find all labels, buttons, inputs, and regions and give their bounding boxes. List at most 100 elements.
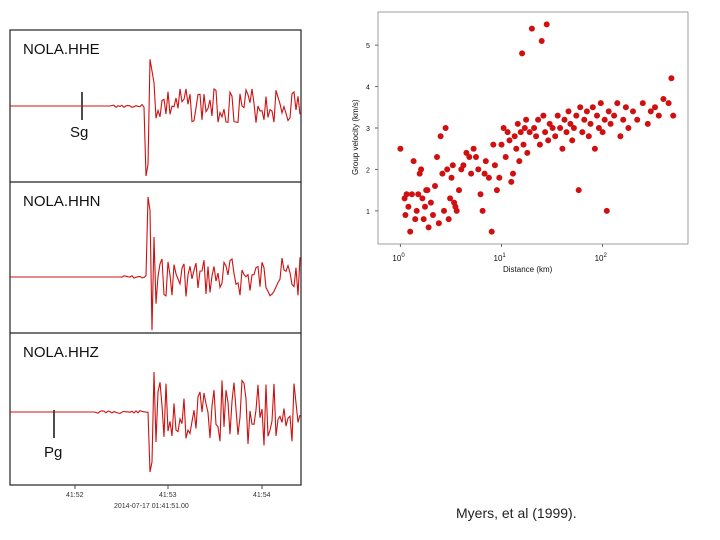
scatter-point <box>589 104 596 111</box>
station-label-hhn: NOLA.HHN <box>23 193 101 210</box>
scatter-point <box>526 129 533 136</box>
scatter-point <box>521 125 528 131</box>
scatter-point <box>617 133 624 140</box>
scatter-point <box>500 125 507 131</box>
scatter-point <box>434 154 440 160</box>
scatter-point <box>498 141 505 148</box>
scatter-point <box>561 116 568 123</box>
time-tick-label: 41:54 <box>253 492 271 499</box>
scatter-point <box>614 100 621 107</box>
scatter-point <box>570 125 577 131</box>
scatter-point <box>418 166 425 173</box>
y-tick-label: 1 <box>366 209 370 216</box>
scatter-point <box>502 154 509 160</box>
trace-hhz <box>10 371 301 473</box>
scatter-point <box>519 50 526 57</box>
scatter-point <box>493 187 500 194</box>
scatter-point <box>424 187 431 194</box>
scatter-point <box>594 112 600 119</box>
scatter-point <box>591 145 598 152</box>
scatter-point <box>448 174 455 181</box>
scatter-point <box>510 170 516 177</box>
scatter-point <box>482 158 489 165</box>
scatter-point <box>513 145 520 152</box>
scatter-point <box>622 104 629 111</box>
scatter-point <box>533 133 540 140</box>
scatter-point <box>410 158 417 165</box>
scatter-point <box>668 75 675 82</box>
time-tick-label: 41:52 <box>66 492 84 499</box>
scatter-point <box>565 108 572 115</box>
scatter-point <box>444 166 451 173</box>
scatter-point <box>579 129 586 136</box>
scatter-point <box>543 21 550 28</box>
scatter-point <box>583 108 590 115</box>
scatter-point <box>441 207 447 214</box>
scatter-point <box>466 154 473 160</box>
scatter-point <box>652 104 658 111</box>
scatter-point <box>575 187 582 194</box>
scatter-point <box>456 187 462 194</box>
scatter-point <box>554 112 561 119</box>
scatter-point <box>655 112 662 119</box>
scatter-point <box>508 178 515 185</box>
scatter-point <box>557 125 564 131</box>
scatter-point <box>496 174 503 181</box>
x-axis: 100 101 102 <box>392 244 607 263</box>
scatter-point <box>488 228 495 235</box>
scatter-point <box>567 120 574 127</box>
scatter-point <box>540 112 547 119</box>
trace-hhn <box>10 196 301 331</box>
scatter-point <box>491 162 498 169</box>
scatter-point <box>479 207 486 214</box>
scatter-point <box>517 129 524 136</box>
scatter-point <box>647 108 654 115</box>
scatter-point <box>445 216 452 223</box>
time-axis: 41:52 41:53 41:54 2014-07-17 01:41:51.00 <box>66 485 271 510</box>
scatter-point <box>397 145 404 152</box>
scatter-point <box>437 133 444 140</box>
scatter-point <box>581 116 588 123</box>
start-time-label: 2014-07-17 01:41:51.00 <box>114 503 189 510</box>
scatter-point <box>460 162 467 169</box>
scatter-point <box>607 120 614 127</box>
scatter-point <box>511 133 518 140</box>
citation: Myers, et al (1999). <box>456 505 577 521</box>
scatter-point <box>524 149 531 156</box>
scatter-point <box>412 216 419 223</box>
scatter-point <box>639 100 646 107</box>
scatter-point <box>468 170 475 177</box>
scatter-point <box>603 207 610 214</box>
scatter-point <box>634 116 641 123</box>
scatter-point <box>538 38 545 44</box>
scatter-point <box>573 112 580 119</box>
scatter-point <box>545 137 552 144</box>
scatter-point <box>644 120 651 127</box>
scatter-point <box>427 199 434 206</box>
scatter-point <box>420 216 427 223</box>
y-tick-label: 5 <box>366 43 370 50</box>
scatter-point <box>587 120 594 127</box>
y-tick-label: 4 <box>366 85 370 92</box>
scatter-point <box>601 116 608 123</box>
scatter-point <box>630 108 636 115</box>
scatter-point <box>475 166 482 173</box>
time-tick-label: 41:53 <box>159 492 177 499</box>
y-axis: 1 2 3 4 5 <box>366 43 378 216</box>
scatter-point <box>481 170 488 177</box>
scatter-point <box>528 25 535 32</box>
station-label-hhe: NOLA.HHE <box>23 41 100 58</box>
scatter-point <box>453 207 460 214</box>
scatter-point <box>435 220 442 227</box>
scatter-point <box>439 170 446 177</box>
scatter-point <box>549 125 556 131</box>
scatter-point <box>447 195 454 202</box>
scatter-point <box>531 125 538 131</box>
scatter-point <box>432 183 438 189</box>
scatter-point <box>442 125 449 131</box>
scatter-point <box>405 203 412 210</box>
scatter-point <box>504 129 511 136</box>
x-tick-label: 100 <box>392 253 405 263</box>
scatter-point <box>477 191 484 198</box>
trace-hhe <box>10 59 301 177</box>
